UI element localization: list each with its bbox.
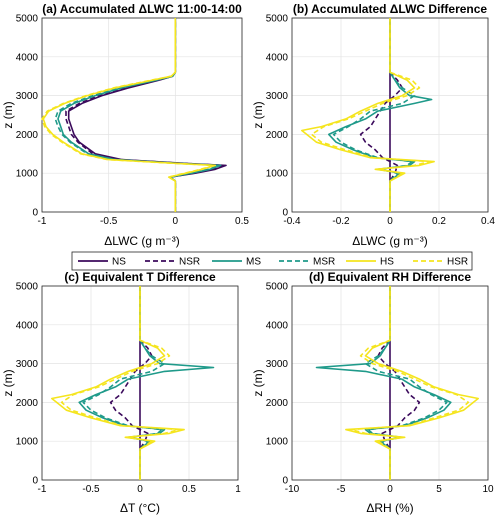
panel-b-series-msr [332,18,416,212]
panel-a-ytick-label: 1000 [16,169,39,180]
panel-d-ytick-label: 2000 [266,398,289,409]
legend: NS NSR MS MSR HS HSR [71,251,473,271]
panel-b: (b) Accumulated ΔLWC Difference ΔLWC (g … [251,2,495,248]
panel-d-xtick-label: -5 [337,484,346,495]
panel-d-series-ms [315,286,452,480]
panel-d-series-msr [364,286,448,480]
panel-a-series-hsr [41,18,215,212]
legend-label-hs: HS [380,257,394,268]
panel-c-series-nsr [109,286,153,480]
panel-c: (c) Equivalent T Difference ΔT (°C) z (m… [1,270,241,515]
panel-a-ytick-label: 3000 [16,91,39,102]
legend-label-ns: NS [112,257,126,268]
panel-d-xtick-label: -10 [285,484,300,495]
panel-c-ytick-label: 0 [32,476,38,487]
panel-b-ytick-label: 1000 [266,169,289,180]
panel-d-ytick-label: 5000 [266,282,289,293]
panel-d-ytick-label: 4000 [266,320,289,331]
panel-c-series-ms [78,286,215,480]
panel-b-xtick-label: -0.4 [283,216,301,227]
panel-d-xlabel: ΔRH (%) [366,501,413,515]
panel-a-xlabel: ΔLWC (g m⁻³) [104,234,179,248]
panel-c-xtick-label: -0.5 [82,484,100,495]
panel-a-xtick-label: 0 [173,216,179,227]
legend-label-ms: MS [246,257,261,268]
panel-a-series-ns [67,18,227,212]
legend-box [71,251,473,271]
legend-label-msr: MSR [313,257,335,268]
panel-d-ytick-label: 0 [282,476,288,487]
panel-c-xlabel: ΔT (°C) [120,501,160,515]
legend-label-hsr: HSR [447,257,468,268]
panel-c-xtick-label: 1 [235,484,241,495]
panel-a-title: (a) Accumulated ΔLWC 11:00-14:00 [42,2,242,16]
panel-d-ytick-label: 1000 [266,437,289,448]
panel-d-series-hs [345,286,480,480]
panel-c-ytick-label: 1000 [16,437,39,448]
panel-b-title: (b) Accumulated ΔLWC Difference [293,2,488,16]
panel-d-xtick-label: 0 [387,484,393,495]
panel-a-xtick-label: -0.5 [100,216,118,227]
panel-c-series-hsr [60,286,180,480]
panel-b-xtick-label: 0 [387,216,393,227]
panel-b-series-ms [327,18,433,212]
panel-c-ylabel: z (m) [1,369,15,396]
panel-b-series-hs [300,18,435,212]
panel-a-xtick-label: -1 [38,216,47,227]
panel-c-series-hs [50,286,185,480]
panel-b-xtick-label: -0.2 [332,216,350,227]
panel-d-xtick-label: 10 [482,484,494,495]
panel-b-xtick-label: 0.4 [481,216,495,227]
panel-a-ylabel: z (m) [1,101,15,128]
panel-c-title: (c) Equivalent T Difference [64,270,216,284]
panel-c-xtick-label: 0.5 [182,484,196,495]
panel-a-grid [41,17,243,213]
panel-b-series-hsr [310,18,431,212]
panel-d: (d) Equivalent RH Difference ΔRH (%) z (… [251,270,494,515]
panel-d-series-nsr [377,286,421,480]
panel-a-series-ms [57,18,222,212]
panel-a-ytick-label: 4000 [16,52,39,63]
panel-a-ytick-label: 5000 [16,14,39,25]
panel-b-series-nsr [359,18,404,212]
panel-b-ylabel: z (m) [251,101,265,128]
panel-a: (a) Accumulated ΔLWC 11:00-14:00 ΔLWC (g… [1,2,249,248]
panel-c-ytick-label: 3000 [16,359,39,370]
panel-b-ytick-label: 5000 [266,14,289,25]
panel-b-ytick-label: 3000 [266,91,289,102]
panel-c-xtick-label: -1 [38,484,47,495]
panel-d-series-hsr [349,286,470,480]
panel-c-xtick-label: 0 [137,484,143,495]
panel-b-ytick-label: 2000 [266,130,289,141]
panel-d-ytick-label: 3000 [266,359,289,370]
panel-a-series-msr [54,18,221,212]
panel-c-series-msr [82,286,166,480]
panel-a-axes-box [41,17,243,213]
panel-a-series-nsr [65,18,225,212]
panel-c-ytick-label: 4000 [16,320,39,331]
panel-c-ytick-label: 5000 [16,282,39,293]
panel-a-ytick-label: 2000 [16,130,39,141]
panel-b-ytick-label: 4000 [266,52,289,63]
panel-a-ytick-label: 0 [32,208,38,219]
panel-a-xtick-label: 0.5 [235,216,249,227]
panel-b-ytick-label: 0 [282,208,288,219]
panel-d-xtick-label: 5 [436,484,442,495]
legend-label-nsr: NSR [179,257,200,268]
panel-d-title: (d) Equivalent RH Difference [309,270,471,284]
panel-c-ytick-label: 2000 [16,398,39,409]
panel-d-ylabel: z (m) [251,369,265,396]
panel-b-xtick-label: 0.2 [432,216,446,227]
panel-b-xlabel: ΔLWC (g m⁻³) [352,234,427,248]
